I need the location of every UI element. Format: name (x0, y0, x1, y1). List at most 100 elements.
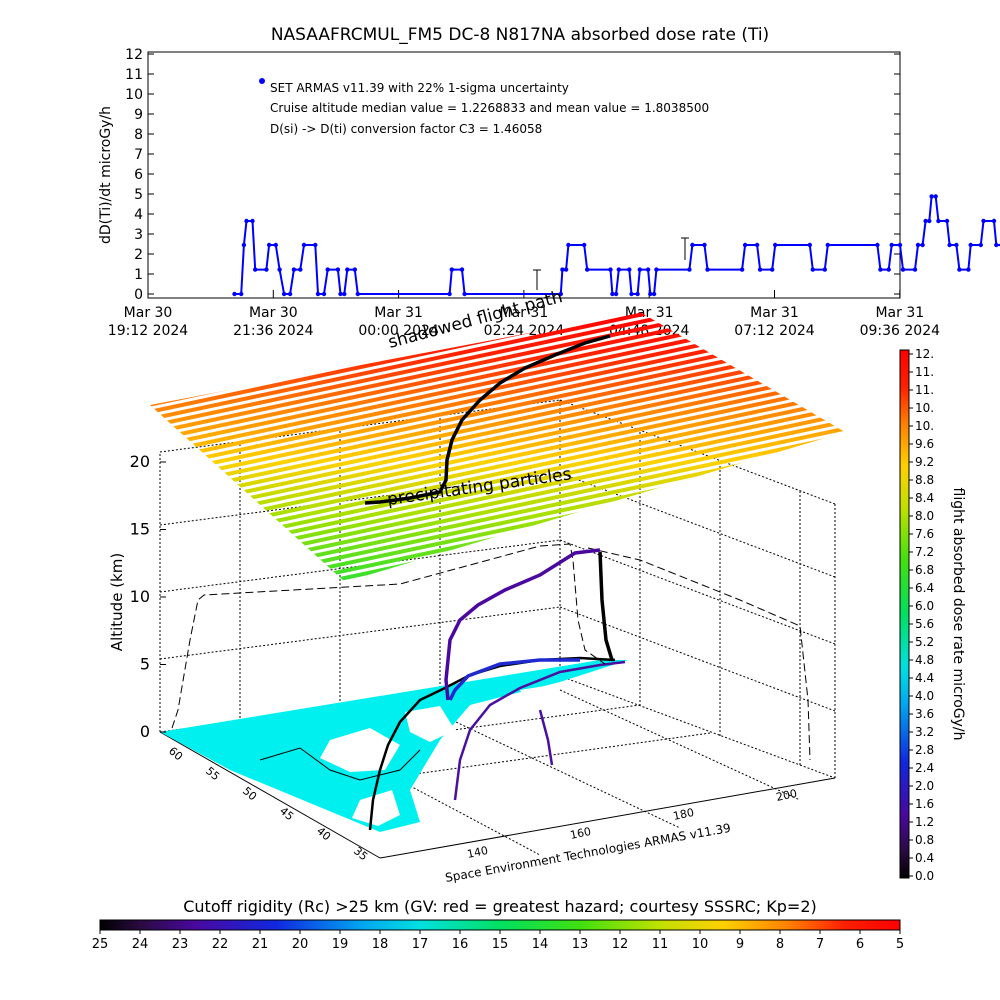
lat-tick-label: 35 (351, 844, 370, 863)
y-tick-label: 5 (134, 187, 143, 203)
wall-projection (171, 543, 606, 729)
data-point (281, 291, 287, 297)
colorbar-tick-label: 9.2 (915, 455, 934, 469)
data-point (936, 218, 941, 224)
floor-map (160, 660, 628, 832)
colorbar-tick-label: 1.6 (915, 797, 934, 811)
data-point (929, 194, 934, 199)
data-point (645, 267, 651, 272)
colorbar-tick-label: 10 (692, 937, 709, 952)
y-tick-label: 1 (134, 267, 143, 283)
colorbar-tick-label: 0.4 (915, 851, 934, 865)
data-point (690, 242, 695, 248)
data-point (923, 218, 928, 224)
colorbar-tick-label: 13 (572, 937, 589, 952)
colorbar-label: flight absorbed dose rate microGy/h (950, 488, 966, 741)
data-point (239, 291, 244, 297)
data-point (266, 242, 272, 248)
coastline (259, 747, 421, 781)
colorbar-tick-label: 16 (452, 937, 469, 952)
colorbar-tick-label: 9.6 (915, 437, 934, 451)
data-point (566, 242, 571, 248)
colorbar-tick-label: 14 (532, 937, 549, 952)
y-tick-label: 4 (134, 207, 143, 223)
colorbar-tick-label: 7.6 (915, 527, 934, 541)
data-point (635, 291, 640, 297)
colorbar-gradient (99, 919, 901, 931)
data-point (627, 267, 632, 272)
data-point (277, 267, 282, 272)
data-point (241, 242, 247, 248)
colorbar-tick-label: 2.0 (915, 779, 934, 793)
projections (171, 543, 811, 761)
colorbar-tick-label: 3.2 (915, 725, 934, 739)
y-tick-label: 9 (134, 107, 143, 123)
data-point (773, 242, 778, 248)
data-point (651, 291, 657, 297)
lon-tick-label: 140 (466, 844, 489, 861)
floor-edge (379, 777, 836, 859)
legend: SET ARMAS v11.39 with 22% 1-sigma uncert… (259, 78, 709, 136)
wall-projection (587, 547, 811, 761)
colorbar-tick-label: 24 (132, 937, 149, 952)
dose-rate-colorbar: 0.0 0.4 0.8 1.2 1.6 2.0 2.4 2.8 3.2 3.6 4.0 4.4 4.8 5… (899, 347, 966, 883)
lat-tick-label: 45 (277, 804, 296, 823)
z-axis: 0 5 10 15 20 (130, 452, 166, 741)
lon-tick-label: 180 (672, 806, 695, 823)
colorbar-gradient (899, 349, 910, 879)
data-point (608, 267, 613, 272)
x-tick-time: 09:36 2024 (860, 323, 941, 339)
colorbar-tick-label: 0.8 (915, 833, 934, 847)
error-bars (533, 237, 689, 290)
lat-tick-label: 55 (203, 764, 222, 783)
colorbar-tick-label: 6.8 (915, 563, 934, 577)
colorbar-tick-label: 4.8 (915, 653, 934, 667)
y-tick-label: 8 (134, 127, 143, 143)
data-point (355, 291, 360, 297)
data-point (459, 267, 465, 272)
data-point (978, 242, 983, 248)
series-layer (232, 194, 1000, 297)
data-point (886, 267, 891, 272)
x-tick-date: Mar 31 (500, 305, 549, 321)
data-point (613, 291, 619, 297)
data-point (298, 267, 303, 272)
floor-edge (159, 731, 381, 859)
data-point (291, 267, 297, 272)
upper-track (364, 334, 611, 505)
data-point (338, 291, 343, 297)
colorbar-tick-label: 3.6 (915, 707, 934, 721)
colorbar-tick-label: 21 (252, 937, 269, 952)
colorbar-tick-label: 2.8 (915, 743, 934, 757)
data-point (933, 194, 938, 199)
data-point (301, 242, 307, 248)
y-tick-label: 0 (134, 287, 143, 303)
legend-conversion-factor: D(si) -> D(ti) conversion factor C3 = 1.… (270, 122, 542, 136)
data-point (232, 291, 237, 297)
lat-tick-label: 60 (166, 744, 185, 763)
data-point (981, 218, 986, 224)
colorbar-tick-label: 11. (915, 383, 934, 397)
dose-slab (150, 312, 845, 582)
colorbar-tick-label: 5.6 (915, 617, 934, 631)
top-line-chart: NASAAFRCMUL_FM5 DC-8 N817NA absorbed dos… (98, 25, 1000, 339)
x-tick-time: 07:12 2024 (734, 323, 815, 339)
land-region (520, 686, 550, 706)
data-point (770, 267, 775, 272)
z-tick-label: 20 (130, 452, 150, 471)
colorbar-tick-label: 12. (915, 347, 934, 361)
data-point (585, 267, 590, 272)
colorbar-tick-label: 19 (332, 937, 349, 952)
data-point (582, 242, 587, 248)
colorbar-tick-label: 7.2 (915, 545, 934, 559)
track-segment (598, 551, 614, 661)
colorbar-tick-label: 15 (492, 937, 509, 952)
colorbar-label: Cutoff rigidity (Rc) >25 km (GV: red = g… (183, 897, 817, 916)
data-point (629, 291, 634, 297)
legend-marker (259, 78, 265, 84)
colorbar-tick-label: 10. (915, 401, 934, 415)
data-point (912, 267, 918, 272)
grid-line (559, 539, 836, 645)
